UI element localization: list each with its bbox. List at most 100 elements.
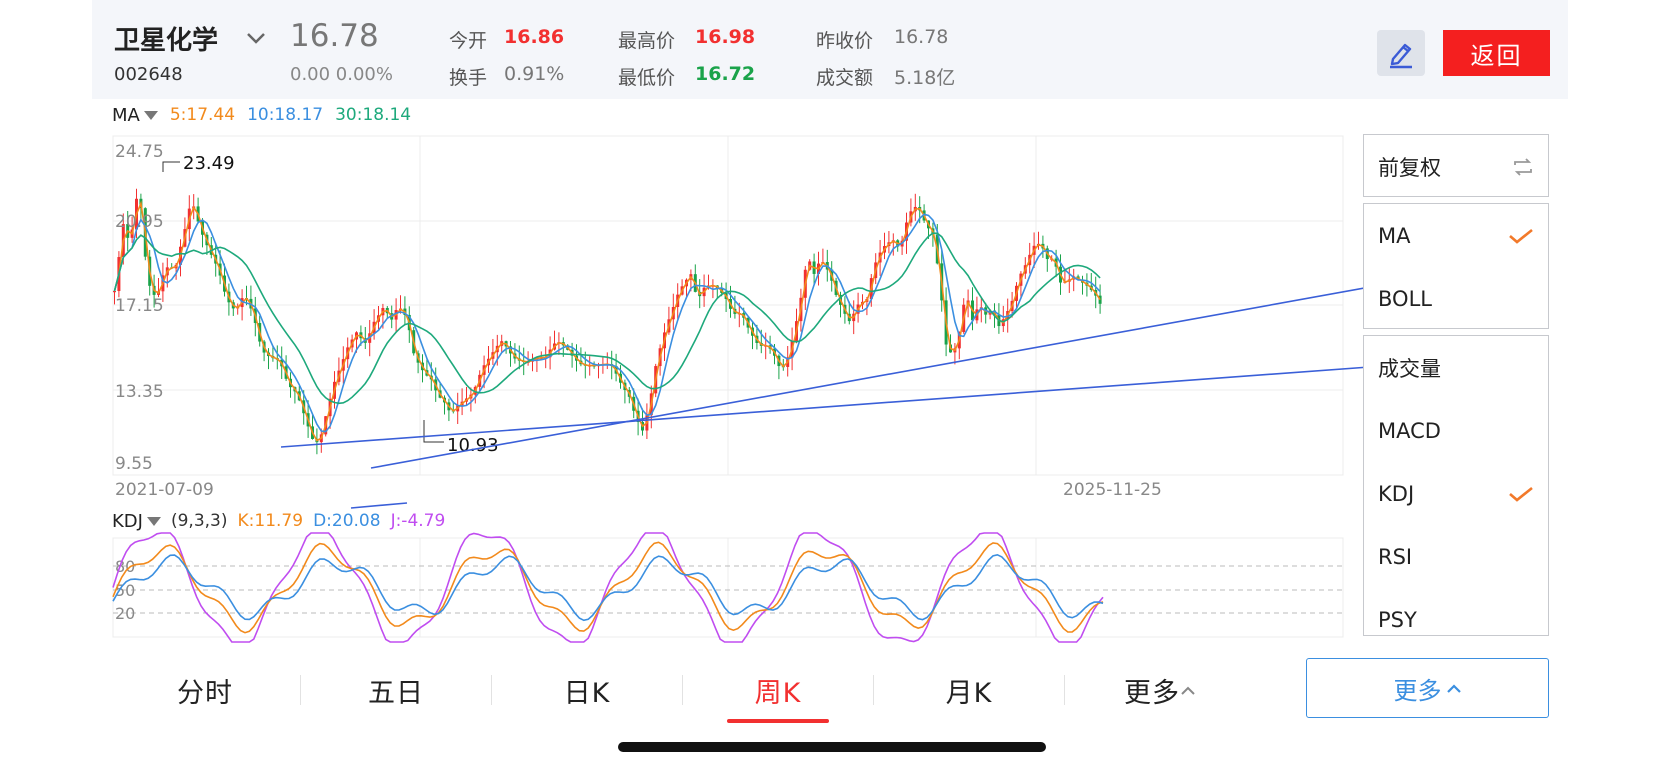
tab-five-day[interactable]: 五日: [301, 665, 491, 715]
tab-label: 五日: [368, 677, 424, 709]
tab-divider: [300, 675, 301, 705]
indicator-option-label: MACD: [1378, 418, 1441, 443]
max-price-label: 23.49: [183, 153, 235, 174]
trendline[interactable]: [370, 276, 1426, 469]
tab-label: 月K: [945, 677, 993, 709]
min-marker-line: [423, 420, 444, 443]
indicator-option-macd[interactable]: MACD: [1364, 399, 1548, 462]
ma-legend: MA 5:17.44 10:18.17 30:18.14: [112, 102, 411, 128]
indicator-option-ma[interactable]: MA: [1364, 204, 1548, 267]
kdj-d-value: D:20.08: [313, 511, 381, 531]
indicator-option-rsi[interactable]: RSI: [1364, 525, 1548, 588]
y-tick-label: 24.75: [115, 142, 164, 162]
checkmark-icon: [1509, 228, 1533, 244]
quote-value-amount: 5.18亿: [894, 67, 956, 89]
candlestick-series: [113, 188, 1102, 455]
indicator-option-label: PSY: [1378, 607, 1417, 632]
x-axis-start-label: 2021-07-09: [115, 480, 214, 500]
main-indicator-panel: MA BOLL: [1363, 203, 1549, 329]
kdj-params: (9,3,3): [170, 511, 228, 531]
ma-line: [113, 232, 1101, 405]
sub-indicator-selector[interactable]: KDJ: [112, 511, 161, 532]
checkmark-icon: [1509, 486, 1533, 502]
stock-name[interactable]: 卫星化学: [114, 26, 219, 56]
stock-code: 002648: [114, 64, 183, 85]
adjust-mode-button[interactable]: 前复权: [1364, 135, 1548, 198]
ma-lines: [113, 200, 1101, 442]
indicator-option-label: 成交量: [1378, 356, 1441, 381]
chevron-up-icon: [1181, 686, 1195, 695]
tab-divider: [491, 675, 492, 705]
indicator-option-label: RSI: [1378, 544, 1413, 569]
min-price-label: 10.93: [447, 435, 499, 456]
current-price: 16.78: [290, 18, 379, 54]
tab-divider: [873, 675, 874, 705]
quote-label-high: 最高价: [618, 30, 676, 52]
back-button[interactable]: 返回: [1443, 30, 1550, 76]
kdj-line: [112, 553, 1104, 622]
sub-indicator-panel: 成交量 MACD KDJ RSI PSY: [1363, 335, 1549, 636]
trendline[interactable]: [280, 365, 1384, 448]
kdj-chart-grid: [112, 537, 1344, 638]
more-button[interactable]: 更多: [1306, 658, 1549, 718]
quote-label-prev-close: 昨收价: [816, 30, 874, 52]
more-button-label: 更多: [1393, 676, 1442, 705]
kdj-k-value: K:11.79: [237, 511, 304, 531]
x-axis-end-label: 2025-11-25: [1063, 480, 1162, 500]
adjust-panel: 前复权: [1363, 134, 1549, 197]
ma5-value: 5:17.44: [169, 105, 236, 125]
candle-body: [1098, 295, 1102, 304]
kdj-y-tick-label: 20: [115, 604, 135, 623]
home-indicator: [618, 742, 1046, 752]
trendline[interactable]: [350, 502, 408, 509]
quote-value-prev-close: 16.78: [894, 26, 949, 48]
kdj-line: [112, 532, 1104, 643]
tab-daily-k[interactable]: 日K: [492, 665, 682, 715]
quote-label-open: 今开: [449, 30, 488, 52]
adjust-mode-label: 前复权: [1378, 155, 1441, 180]
y-tick-label: 20.95: [115, 212, 164, 232]
candle-body: [113, 291, 116, 293]
draw-tool-button[interactable]: [1377, 30, 1425, 76]
kdj-lines: [112, 532, 1104, 643]
kdj-legend: KDJ (9,3,3) K:11.79 D:20.08 J:-4.79: [112, 508, 445, 534]
quote-label-turnover: 换手: [449, 67, 488, 89]
tab-label: 周K: [754, 677, 802, 709]
tab-divider: [682, 675, 683, 705]
tab-divider: [1064, 675, 1065, 705]
indicator-option-volume[interactable]: 成交量: [1364, 336, 1548, 399]
swap-icon: [1514, 157, 1532, 176]
tab-more[interactable]: 更多: [1065, 665, 1255, 715]
y-tick-label: 9.55: [115, 454, 153, 474]
quote-label-low: 最低价: [618, 67, 676, 89]
kdj-y-tick-label: 50: [115, 581, 135, 600]
indicator-option-psy[interactable]: PSY: [1364, 588, 1548, 651]
quote-label-amount: 成交额: [816, 67, 874, 89]
quote-value-turnover: 0.91%: [504, 63, 565, 85]
main-indicator-selector[interactable]: MA: [112, 105, 158, 126]
indicator-option-kdj[interactable]: KDJ: [1364, 462, 1548, 525]
main-chart-grid: [112, 135, 1344, 476]
ma10-value: 10:18.17: [247, 105, 324, 125]
caret-down-icon: [146, 516, 161, 526]
ma30-value: 30:18.14: [335, 105, 412, 125]
kdj-line: [112, 541, 1104, 634]
indicator-option-label: BOLL: [1378, 286, 1432, 311]
quote-value-open: 16.86: [504, 26, 565, 48]
kdj-y-tick-label: 80: [115, 557, 135, 576]
y-tick-label: 13.35: [115, 382, 164, 402]
tab-weekly-k[interactable]: 周K: [683, 665, 873, 723]
tab-monthly-k[interactable]: 月K: [874, 665, 1064, 715]
main-indicator-label: MA: [112, 104, 140, 126]
kdj-j-value: J:-4.79: [390, 511, 446, 531]
chevron-down-icon[interactable]: [242, 24, 270, 52]
max-marker-line: [162, 161, 180, 172]
ma-line: [113, 213, 1101, 433]
pencil-icon: [1390, 43, 1412, 69]
indicator-option-label: KDJ: [1378, 481, 1415, 506]
indicator-option-boll[interactable]: BOLL: [1364, 267, 1548, 330]
y-tick-label: 17.15: [115, 296, 164, 316]
tab-intraday[interactable]: 分时: [110, 665, 300, 715]
period-tabs: 分时 五日 日K 周K 月K 更多: [110, 665, 1260, 723]
